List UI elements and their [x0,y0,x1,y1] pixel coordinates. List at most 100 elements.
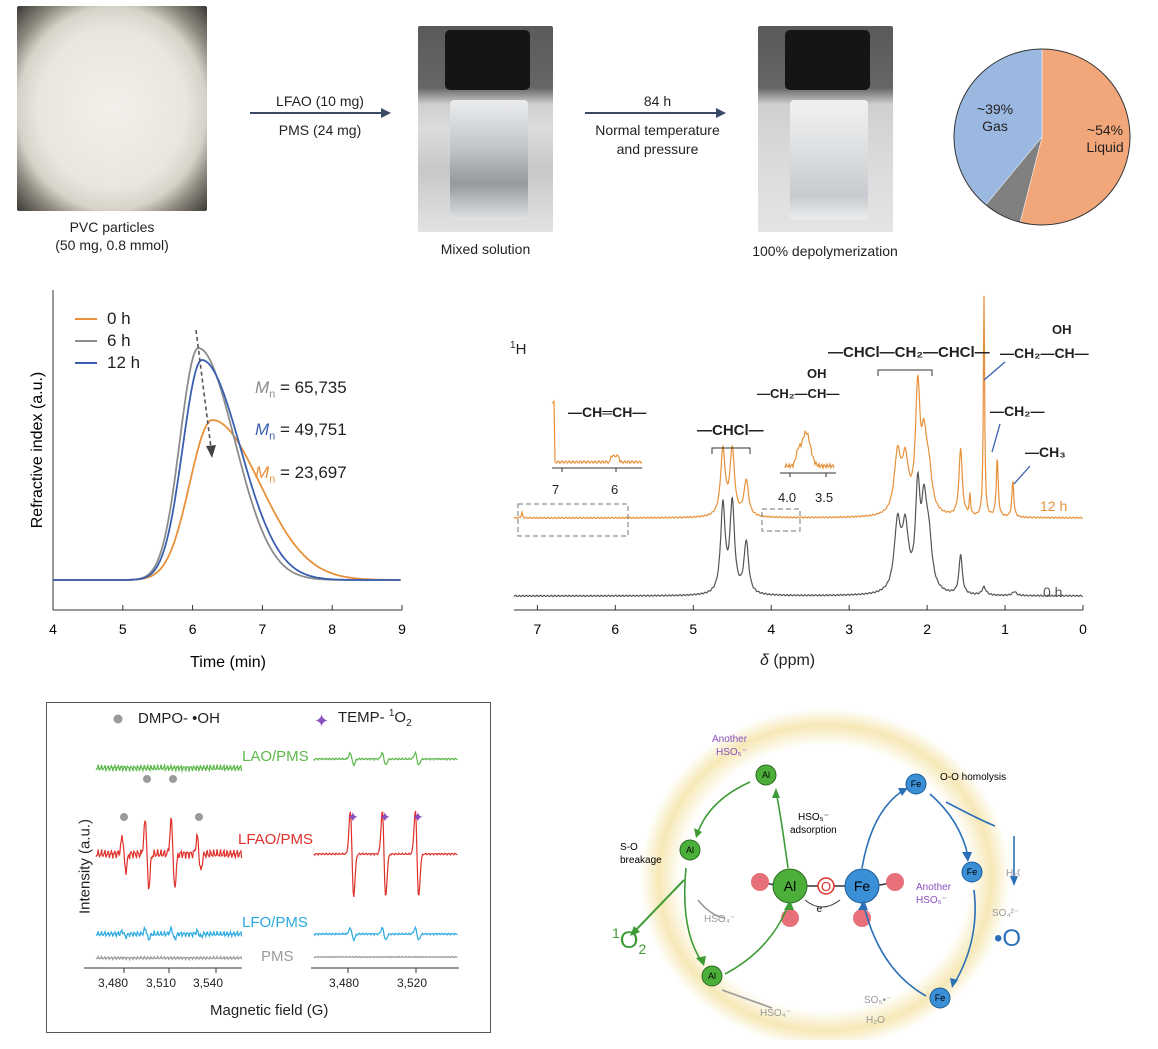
svg-text:Fe: Fe [935,993,946,1003]
nmr-inset2-tick-4: 4.0 [778,490,797,505]
nmr-tick-label: 6 [611,621,619,637]
epr-lfo-dmpo [95,925,243,941]
product-pie-chart [953,48,1131,226]
gpc-legend-6h: 6 h [75,330,140,352]
temp-pre: TEMP- [338,709,389,726]
epr-lfao-temp [313,810,458,898]
arrow2-top-label: 84 h [643,93,672,109]
gpc-curves [53,347,401,581]
epr-lao-dmpo [95,763,243,774]
mechanism-diagram: Al O Fe e⁻ Al Al Al Fe Fe Fe [612,708,1020,1040]
gpc-frame [52,290,402,611]
svg-text:Fe: Fe [911,779,922,789]
nmr-trace-0h-label: 0 h [1043,584,1063,600]
epr-xtick-r1: 3,480 [329,976,360,990]
nmr-tick-label: 7 [533,621,541,637]
gpc-mn-12h: Mn = 49,751 [255,412,347,454]
epr-pms-dmpo [95,954,243,962]
svg-text:✦: ✦ [412,809,424,825]
svg-text:✦: ✦ [379,809,391,825]
o-atom-right [886,873,904,891]
pie-gas-name: Gas [982,118,1008,134]
fe-site-bottom [929,987,951,1009]
so4-right-label: SO₄²⁻ H⁺ [992,908,1020,919]
nmr-inset1-tick-6: 6 [611,482,619,497]
epr-lao-temp [313,750,458,768]
nmr-struct-ch2choh-a: —CH₂—CH— [757,386,840,401]
nmr-tick-label: 0 [1079,621,1087,637]
mixed-caption: Mixed solution [440,241,531,257]
nmr-tick-label: 4 [767,621,775,637]
pvc-caption: PVC particles (50 mg, 0.8 mmol) [17,218,207,254]
singlet-oxygen-label: 1O2 [612,925,646,957]
pvc-particles-photo [17,6,207,211]
gpc-tick-label: 9 [398,621,406,637]
gpc-x-ticks: 4 5 6 7 8 9 [49,605,406,637]
nmr-inset1-tick-7: 7 [552,482,560,497]
al-site-bottom [701,965,723,987]
fe-site-top [905,773,927,795]
so-breakage-1: S-O [620,842,638,853]
nmr-struct-oh-a: OH [807,366,827,381]
al-site-top [755,764,777,786]
gpc-x-label: Time (min) [190,654,266,671]
nmr-struct-ch2: —CH₂— [990,403,1045,419]
nmr-tick-label: 2 [923,621,931,637]
nmr-nucleus-label: 1H [510,340,526,358]
catalytic-cycle-ring [640,708,1010,1040]
al-center-label: Al [784,878,796,894]
mn-sub: n [269,473,276,486]
gpc-shift-arrow [195,329,216,458]
mn-value-12h: = 49,751 [280,420,347,440]
gpc-legend-12h: 12 h [75,352,140,374]
epr-ticks [123,968,417,973]
temp-o: O [394,709,407,726]
nmr-trace-0h [513,470,1084,598]
gpc-tick-label: 4 [49,621,57,637]
nmr-struct-ch3: —CH₃ [1025,444,1066,460]
another-hso5-top-2: HSO₅⁻ [716,747,747,758]
gpc-curve-0h [53,419,401,581]
epr-dots [120,775,203,821]
epr-stars: ✦ ✦ ✦ [347,809,424,825]
epr-xtick-r2: 3,520 [397,976,428,990]
electron-label: e⁻ [817,904,828,915]
site-labels: Al Al Al Fe Fe Fe [686,770,977,1003]
o-atom-left [751,873,769,891]
fe-center-label: Fe [854,878,871,894]
epr-label-pms: PMS [261,948,294,965]
nmr-struct-ch2choh-b: —CH₂—CH— [1000,345,1089,361]
nmr-dashed-box-2 [761,508,801,532]
svg-text:Al: Al [762,770,770,780]
gpc-mn-0h: Mn = 23,697 [255,455,347,497]
epr-xtick-l3: 3,540 [193,976,224,990]
epr-label-lfao: LFAO/PMS [238,831,314,848]
pie-label-gas: ~39% Gas [960,101,1030,135]
reaction-arrow-1 [250,108,391,118]
mn-sub: n [269,388,276,401]
nmr-trace-12h [513,295,1084,520]
nmr-inset-2 [780,430,836,477]
dmpo-marker [113,714,123,724]
epr-label-lao: LAO/PMS [242,748,309,765]
so-breakage-2: breakage [620,855,662,866]
pvc-caption-line1: PVC particles [69,219,155,235]
reaction-arrow-2 [585,108,726,118]
gpc-mn-6h: Mn = 65,735 [255,370,347,412]
gpc-tick-label: 8 [328,621,336,637]
cycle-arrows [633,781,1015,1009]
gpc-curve-12h [53,359,401,581]
nmr-tick-label: 3 [845,621,853,637]
svg-text:Al: Al [708,971,716,981]
hso5-adsorption-2: adsorption [790,825,837,836]
nmr-x-ticks: 7 6 5 4 3 2 1 0 [533,605,1087,637]
pvc-caption-line2: (50 mg, 0.8 mmol) [55,237,169,253]
svg-text:Al: Al [686,845,694,855]
arrowheads [630,788,1018,988]
mn-symbol: M [255,378,270,397]
pie-liquid-pct: ~54% [1086,122,1124,138]
o-bridge-label: O [821,879,831,894]
h2o-right-label: H₂O [1006,868,1020,879]
nmr-trace-12h-label: 12 h [1040,498,1068,514]
nmr-struct-chcl: —CHCl— [697,422,764,439]
